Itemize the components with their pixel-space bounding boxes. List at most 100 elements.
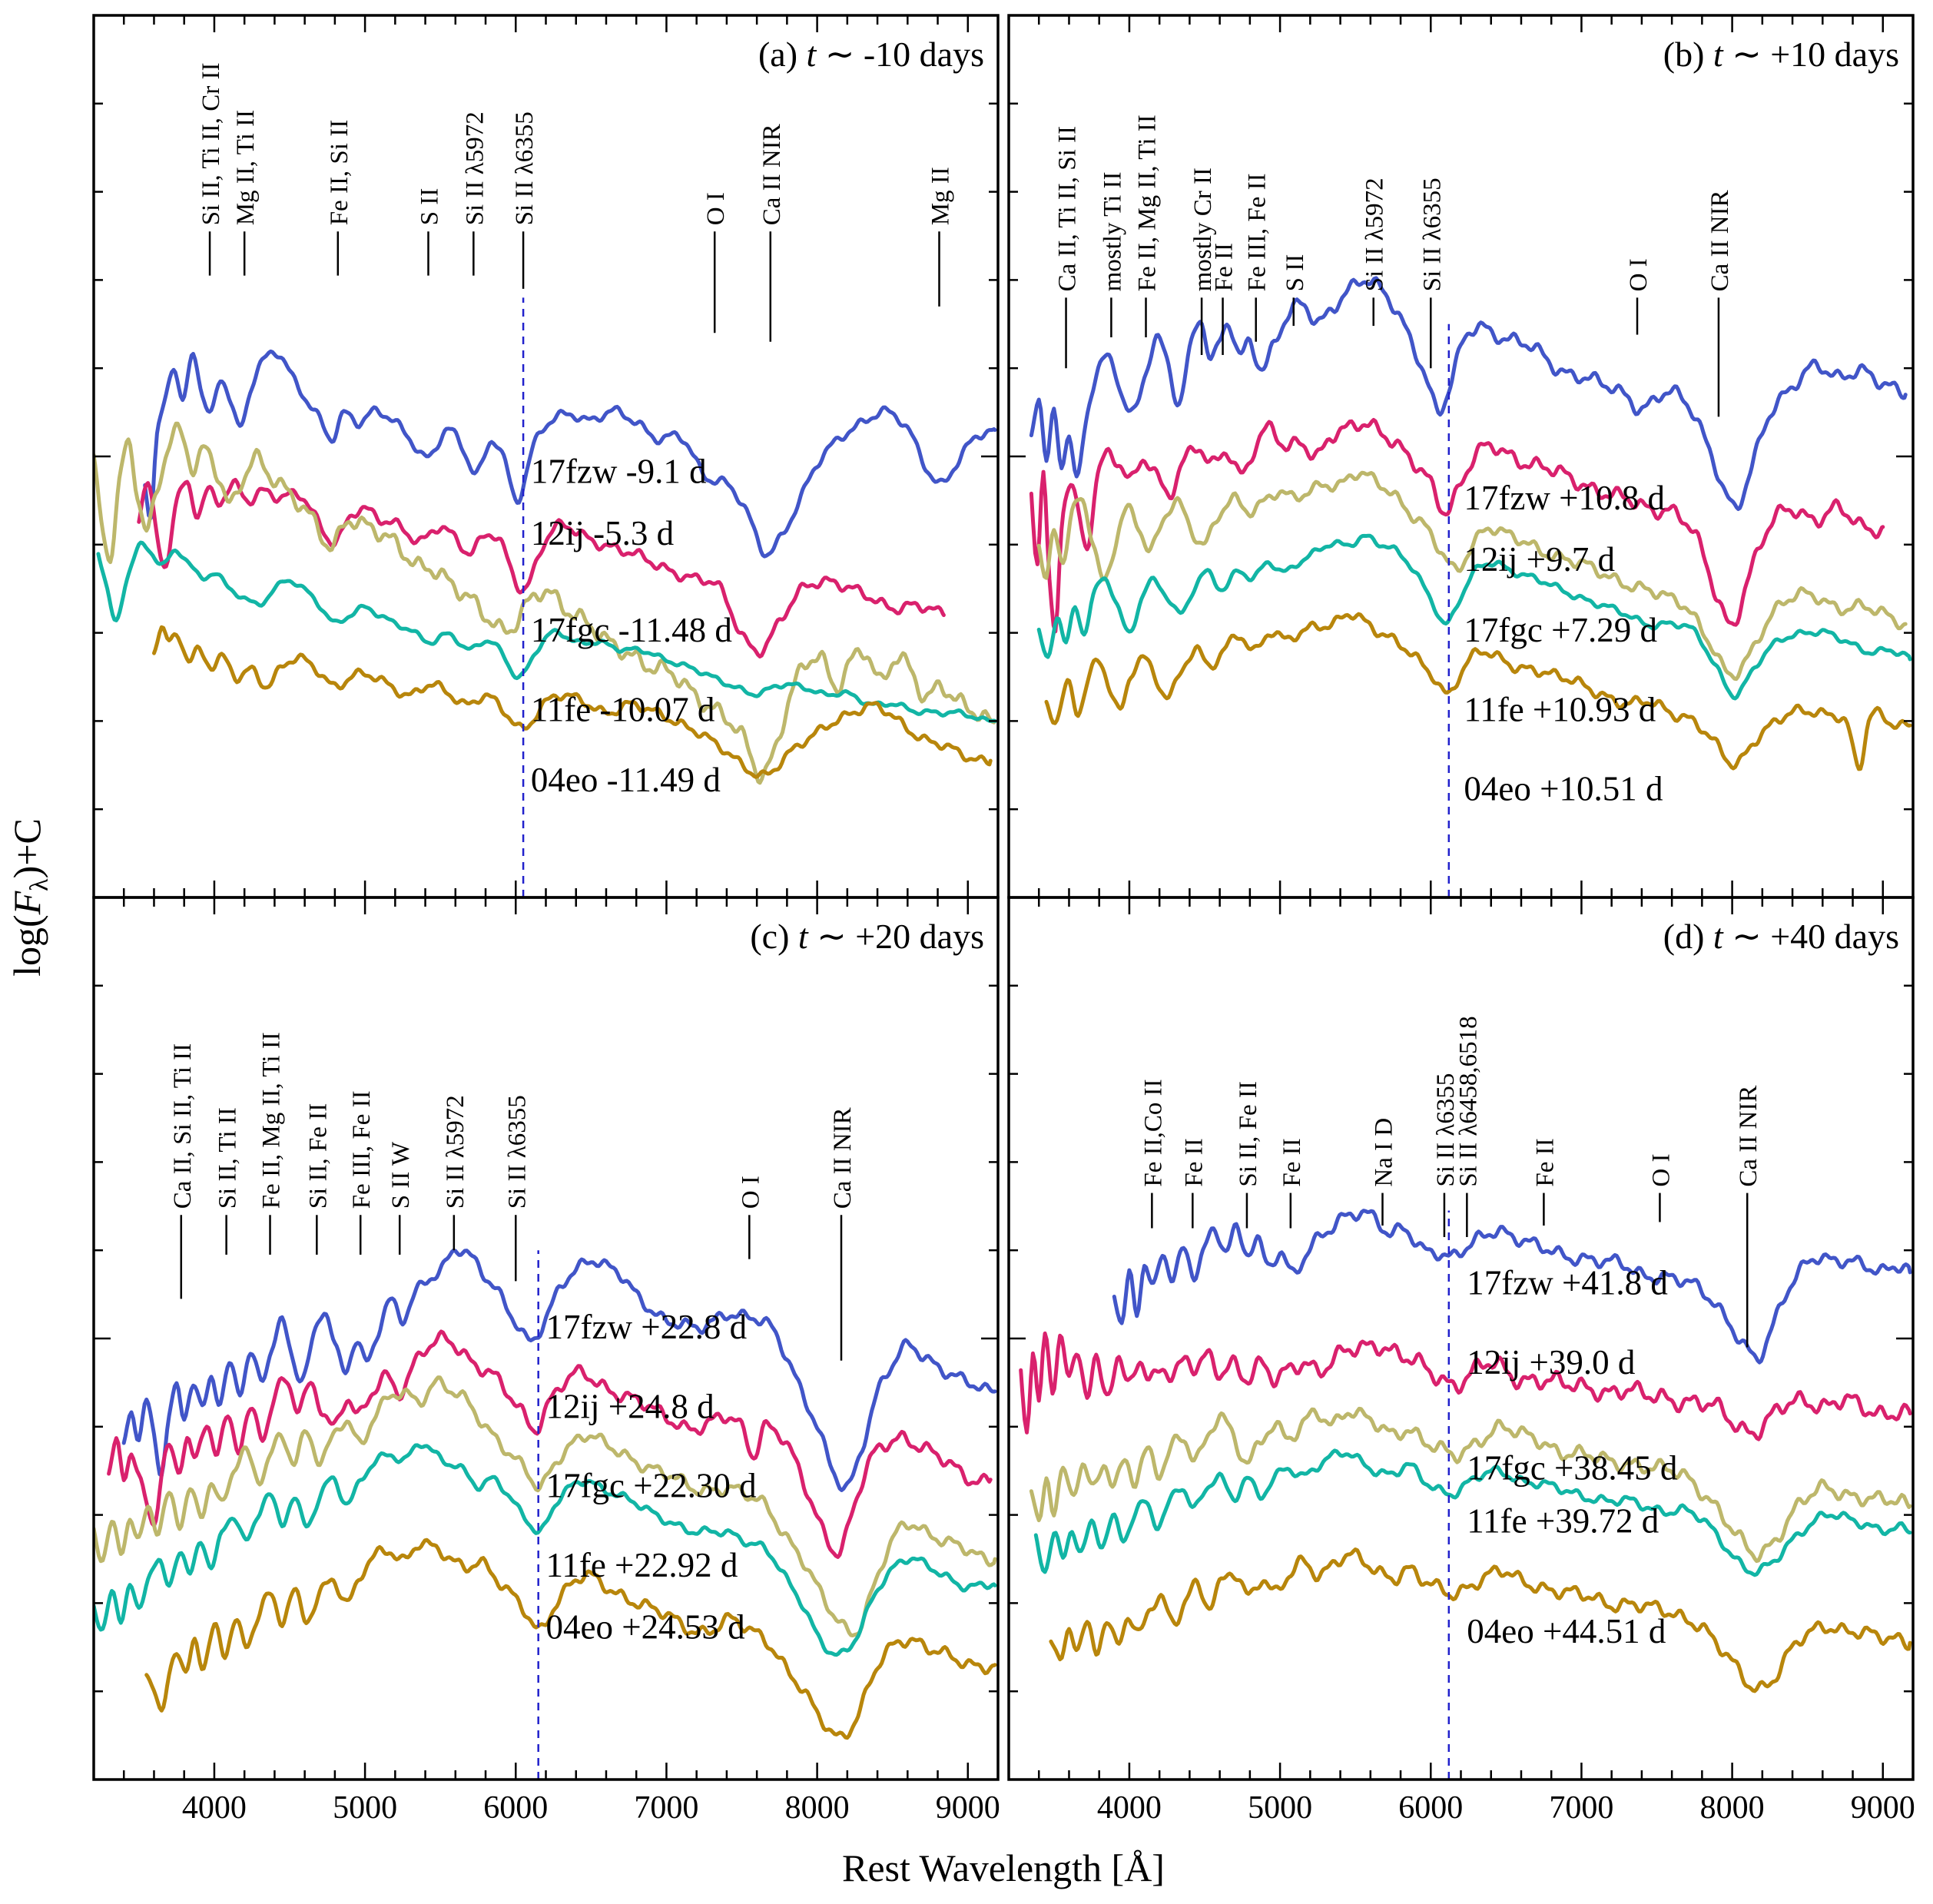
annotation-label-fe-ii-mg-ii-ti-ii: Fe II, Mg II, Ti II [1134, 114, 1162, 291]
spectrum-epoch-label-12ij: 12ij +24.8 d [546, 1387, 715, 1425]
x-tick-label-6000: 6000 [1398, 1790, 1463, 1826]
x-axis-label: Rest Wavelength [Å] [842, 1846, 1165, 1889]
panel-title-d: (d) t ∼ +40 days [1663, 917, 1899, 956]
annotation-label-fe-ii: Fe II [1211, 243, 1238, 291]
axis-ticks-c [94, 897, 998, 1780]
annotation-label-s-ii: S II [416, 188, 444, 226]
annotation-label-si-ii-ti-ii-cr-ii: Si II, Ti II, Cr II [197, 63, 225, 226]
annotation-label-si-ii-6458-6518: Si II λ6458,6518 [1454, 1016, 1482, 1186]
annotation-label-ca-ii-si-ii-ti-ii: Ca II, Si II, Ti II [169, 1043, 197, 1209]
spectrum-epoch-label-11fe: 11fe +22.92 d [546, 1546, 738, 1584]
x-tick-label-5000: 5000 [1248, 1790, 1312, 1826]
spectrum-line-12ij [137, 477, 946, 658]
x-tick-label-9000: 9000 [936, 1790, 1000, 1826]
panel-b: Ca II, Ti II, Si II mostly Ti II Fe II, Mg… [1007, 14, 1915, 899]
spectrum-epoch-label-04eo: 04eo +44.51 d [1467, 1612, 1666, 1650]
spectrum-line-17fgc [1036, 470, 1908, 682]
x-tick-label-7000: 7000 [634, 1790, 698, 1826]
axis-ticks-b [1009, 15, 1913, 897]
spectrum-line-17fzw [1112, 1209, 1912, 1365]
spectrum-line-17fzw [143, 349, 997, 559]
spectrum-line-17fgc [94, 1375, 997, 1637]
annotation-label-ca-ii-ti-ii-si-ii: Ca II, Ti II, Si II [1054, 126, 1082, 291]
annotation-label-ca-ii-nir: Ca II NIR [758, 124, 786, 225]
annotation-label-fe-ii-si-ii: Fe II, Si II [326, 120, 353, 225]
panel-c: Ca II, Si II, Ti II Si II, Ti II Fe II, Mg… [92, 896, 1000, 1826]
x-tick-label-8000: 8000 [785, 1790, 850, 1826]
spectrum-epoch-label-11fe: 11fe -10.07 d [531, 690, 715, 728]
annotation-label-fe-ii: Fe II [1180, 1138, 1208, 1186]
axis-ticks-a [94, 15, 998, 897]
panel-a: Si II, Ti II, Cr II Mg II, Ti II Fe II, Si… [92, 14, 1000, 899]
spectrum-epoch-label-11fe: 11fe +39.72 d [1467, 1502, 1659, 1541]
annotation-label-si-ii-6355: Si II λ6355 [1432, 1073, 1460, 1187]
spectrum-line-04eo [144, 1537, 997, 1740]
spectrum-line-12ij [1019, 1331, 1912, 1441]
spectrum-epoch-label-04eo: 04eo -11.49 d [531, 761, 721, 799]
annotation-label-ca-ii-nir: Ca II NIR [1706, 190, 1734, 291]
spectrum-line-11fe [1036, 533, 1912, 701]
spectrum-epoch-label-12ij: 12ij +9.7 d [1464, 540, 1615, 579]
annotation-label-o-i: O I [702, 192, 730, 225]
spectrum-epoch-label-17fgc: 17fgc +38.45 d [1467, 1449, 1677, 1488]
spectrum-epoch-label-17fgc: 17fgc -11.48 d [531, 611, 732, 649]
panel-title-b: (b) t ∼ +10 days [1663, 35, 1899, 74]
x-tick-label-9000: 9000 [1851, 1790, 1915, 1826]
spectrum-line-17fgc [1029, 1406, 1912, 1564]
spectrum-epoch-label-17fzw: 17fzw +41.8 d [1467, 1264, 1668, 1302]
panel-title-a: (a) t ∼ -10 days [758, 35, 984, 74]
spectrum-epoch-label-17fzw: 17fzw -9.1 d [531, 452, 707, 490]
annotation-label-fe-iii-fe-ii: Fe III, Fe II [348, 1090, 376, 1209]
annotation-label-si-ii-5972: Si II λ5972 [461, 111, 489, 225]
spectrum-epoch-label-12ij: 12ij +39.0 d [1467, 1343, 1635, 1382]
axis-ticks-d [1009, 897, 1913, 1780]
y-axis-label: log(Fλ)+C [5, 818, 54, 977]
annotation-label-ca-ii-nir: Ca II NIR [829, 1107, 857, 1209]
spectrum-line-17fzw [1029, 276, 1908, 511]
annotation-label-fe-ii: Fe II [1531, 1138, 1559, 1186]
annotation-label-o-i: O I [1625, 258, 1653, 291]
panel-d: Fe II,Co II Fe II Si II, Fe II Fe II Na I D S… [1007, 896, 1915, 1826]
annotation-label-fe-ii-mg-ii-ti-ii: Fe II, Mg II, Ti II [258, 1032, 286, 1209]
annotation-label-o-i: O I [1647, 1154, 1675, 1187]
spectrum-epoch-label-17fzw: 17fzw +10.8 d [1464, 479, 1665, 517]
annotation-label-si-ii-6355: Si II λ6355 [503, 1095, 531, 1209]
spectrum-epoch-label-04eo: 04eo +24.53 d [546, 1607, 745, 1646]
spectrum-line-11fe [96, 540, 997, 723]
annotation-label-si-ii-fe-ii: Si II, Fe II [1235, 1081, 1262, 1186]
spectrum-epoch-label-04eo: 04eo +10.51 d [1464, 770, 1663, 808]
annotation-label-si-ii-5972: Si II λ5972 [1361, 177, 1389, 291]
spectrum-line-12ij [107, 1329, 993, 1559]
annotation-label-si-ii-5972: Si II λ5972 [442, 1095, 469, 1209]
annotation-label-fe-ii: Fe II [1278, 1138, 1306, 1186]
annotation-label-mg-ii: Mg II [927, 167, 955, 225]
x-tick-label-5000: 5000 [333, 1790, 397, 1826]
annotation-label-si-ii-fe-ii: Si II, Fe II [304, 1103, 332, 1209]
annotation-label-si-ii-6355: Si II λ6355 [511, 111, 539, 225]
spectrum-epoch-label-11fe: 11fe +10.93 d [1464, 690, 1656, 728]
spectrum-line-04eo [152, 625, 993, 779]
x-tick-label-7000: 7000 [1549, 1790, 1613, 1826]
annotation-label-mostly-cr-ii: mostly Cr II [1189, 168, 1217, 291]
panel-title-c: (c) t ∼ +20 days [750, 917, 984, 956]
spectrum-epoch-label-12ij: 12ij -5.3 d [531, 514, 674, 552]
spectrum-line-17fzw [121, 1248, 997, 1492]
spectrum-line-04eo [1049, 1547, 1912, 1693]
spectrum-line-11fe [94, 1443, 997, 1657]
spectrum-epoch-label-17fgc: 17fgc +7.29 d [1464, 611, 1657, 649]
spectrum-line-12ij [1029, 418, 1885, 634]
annotation-label-na-i-d: Na I D [1371, 1118, 1398, 1187]
x-tick-label-4000: 4000 [182, 1790, 247, 1826]
spectrum-epoch-label-17fgc: 17fgc +22.30 d [546, 1467, 757, 1505]
annotation-label-mostly-ti-ii: mostly Ti II [1099, 171, 1126, 291]
x-tick-label-6000: 6000 [483, 1790, 548, 1826]
annotation-label-fe-iii-fe-ii: Fe III, Fe II [1244, 173, 1272, 291]
annotation-label-o-i: O I [737, 1176, 764, 1209]
annotation-label-si-ii-6355: Si II λ6355 [1418, 177, 1446, 291]
generated-plot-content: Si II, Ti II, Cr II Mg II, Ti II Fe II, Si… [92, 14, 1915, 1826]
annotation-label-s-ii: S II [1281, 254, 1309, 292]
spectrum-epoch-label-17fzw: 17fzw +22.8 d [546, 1308, 748, 1346]
annotation-label-s-ii-w: S II W [387, 1141, 415, 1209]
